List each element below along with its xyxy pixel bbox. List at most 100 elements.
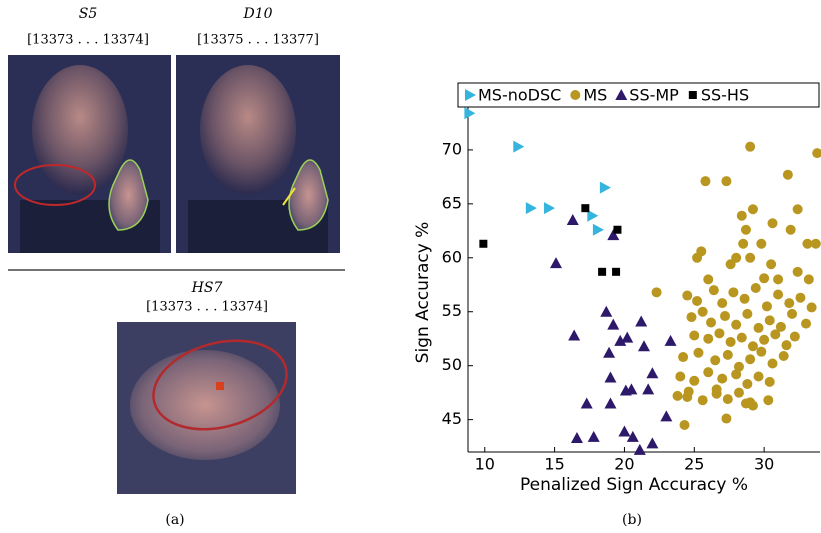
x-tick-label: 25 (684, 455, 704, 474)
figure: S5 [13373 . . . 13374] D10 [13375 . . . … (0, 0, 821, 533)
point (581, 397, 593, 408)
point (759, 273, 769, 283)
point (768, 359, 778, 369)
point (678, 352, 688, 362)
frame-range: [13375 . . . 13377] (197, 33, 319, 48)
point (634, 444, 646, 455)
x-tick-label: 15 (544, 455, 564, 474)
point (768, 218, 778, 228)
point (745, 354, 755, 364)
point (717, 374, 727, 384)
point (728, 287, 738, 297)
point (703, 367, 713, 377)
point (779, 351, 789, 361)
legend-marker (689, 91, 697, 99)
point (675, 371, 685, 381)
point (613, 226, 621, 234)
point (770, 329, 780, 339)
point (635, 315, 647, 326)
point (741, 225, 751, 235)
point (759, 335, 769, 345)
point (731, 320, 741, 330)
x-tick-label: 20 (614, 455, 634, 474)
point (652, 287, 662, 297)
y-tick-label: 65 (442, 193, 462, 212)
point (766, 259, 776, 269)
point (567, 214, 579, 225)
point (604, 372, 616, 383)
point (784, 298, 794, 308)
point (665, 335, 677, 346)
point (756, 347, 766, 357)
point (660, 410, 672, 421)
y-tick-label: 60 (442, 247, 462, 266)
point (588, 431, 600, 442)
point (738, 239, 748, 249)
point (737, 211, 747, 221)
point (717, 298, 727, 308)
point (793, 204, 803, 214)
x-tick-label: 30 (754, 455, 774, 474)
video-crop (117, 322, 297, 494)
caption: (a) (165, 512, 184, 528)
point (464, 107, 475, 119)
point (748, 204, 758, 214)
y-tick-label: 70 (442, 139, 462, 158)
point (812, 148, 821, 158)
point (598, 268, 606, 276)
frame-label: D10 (242, 6, 272, 22)
point (742, 309, 752, 319)
point (790, 332, 800, 342)
point (607, 319, 619, 330)
legend-label: SS-HS (701, 86, 749, 105)
point (723, 394, 733, 404)
point (686, 312, 696, 322)
point (754, 323, 764, 333)
point (721, 176, 731, 186)
point (756, 239, 766, 249)
point (712, 384, 722, 394)
x-axis-label: Penalized Sign Accuracy % (520, 475, 748, 495)
x-tick-label: 10 (475, 455, 495, 474)
point (693, 348, 703, 358)
point (682, 392, 692, 402)
point (795, 293, 805, 303)
point (593, 224, 604, 236)
point (646, 437, 658, 448)
point (723, 350, 733, 360)
point (526, 202, 537, 214)
point (714, 328, 724, 338)
point (646, 367, 658, 378)
point (731, 369, 741, 379)
point (703, 274, 713, 284)
point (726, 337, 736, 347)
y-tick-label: 55 (442, 301, 462, 320)
point (600, 182, 611, 194)
point (740, 294, 750, 304)
point (581, 204, 589, 212)
point (773, 274, 783, 284)
point (801, 319, 811, 329)
frame-label: HS7 (191, 280, 223, 296)
point (807, 302, 817, 312)
point (698, 307, 708, 317)
point (571, 432, 583, 443)
point (754, 371, 764, 381)
point (748, 401, 758, 411)
point (781, 340, 791, 350)
y-tick-label: 50 (442, 355, 462, 374)
point (568, 329, 580, 340)
point (734, 388, 744, 398)
point (642, 383, 654, 394)
point (709, 285, 719, 295)
point (513, 141, 524, 153)
point (692, 296, 702, 306)
y-axis-label: Sign Accuracy % (413, 222, 433, 364)
point (737, 333, 747, 343)
frame-label: S5 (79, 6, 98, 22)
point (689, 376, 699, 386)
legend-label: MS-noDSC (478, 86, 561, 105)
frame-range: [13373 . . . 13374] (146, 300, 268, 315)
